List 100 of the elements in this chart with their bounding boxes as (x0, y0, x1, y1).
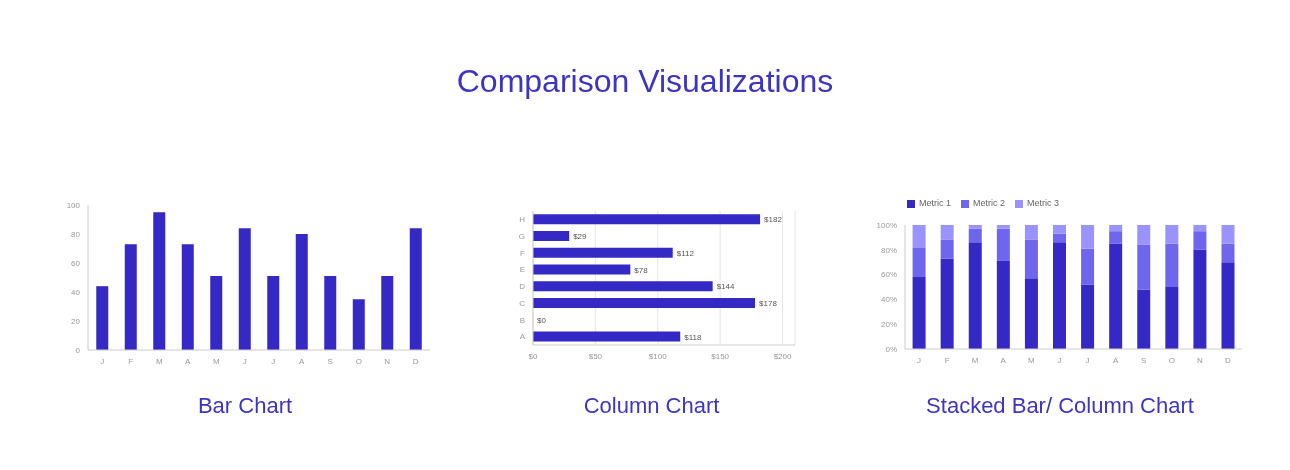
bar (1193, 249, 1207, 349)
y-tick-label: 0 (75, 345, 81, 355)
bar (1137, 289, 1151, 349)
y-tick-label: 60% (880, 270, 897, 280)
bar (533, 247, 673, 258)
bar (1109, 225, 1123, 232)
data-label: $182 (764, 215, 783, 225)
bar (1053, 233, 1066, 243)
x-tick-label: N (384, 356, 391, 366)
text: Stacked Bar/ Column Chart (925, 393, 1195, 419)
bar (940, 225, 954, 240)
y-tick-label: 20% (880, 320, 897, 330)
x-tick-label: M (971, 355, 979, 365)
x-tick-label: S (1141, 355, 1147, 365)
bar (1081, 248, 1095, 285)
y-tick-label: E (519, 265, 525, 275)
data-label: $78 (634, 265, 649, 275)
data-label: $0 (537, 315, 547, 325)
x-tick-label: $0 (528, 351, 538, 361)
x-tick-label: A (1000, 355, 1007, 365)
legend-label: Metric 3 (1027, 198, 1060, 208)
bar (940, 239, 954, 259)
x-tick-label: J (917, 355, 922, 365)
bar (1109, 231, 1123, 244)
y-tick-label: 40% (880, 295, 897, 305)
bar (124, 244, 137, 350)
x-tick-label: $200 (773, 351, 792, 361)
y-tick-label: 80% (880, 245, 897, 255)
bar (912, 247, 926, 278)
y-tick-label: G (518, 231, 525, 241)
bar (533, 298, 756, 309)
y-tick-label: D (519, 282, 526, 292)
data-label: $178 (759, 299, 778, 309)
x-tick-label: J (100, 356, 105, 366)
y-tick-label: 80 (71, 229, 81, 239)
bar (181, 244, 194, 350)
x-tick-label: D (1225, 355, 1232, 365)
bar (1137, 225, 1151, 245)
x-tick-label: J (1085, 355, 1090, 365)
bar (1221, 225, 1235, 244)
bar (533, 331, 681, 342)
x-tick-label: J (1057, 355, 1062, 365)
bar (912, 225, 926, 248)
bar (1024, 225, 1038, 240)
bar (996, 225, 1010, 229)
bar (352, 299, 365, 350)
bar (1193, 225, 1207, 232)
x-tick-label: D (412, 356, 419, 366)
x-tick-label: J (271, 356, 276, 366)
bar (1221, 262, 1235, 349)
bar (1137, 244, 1151, 290)
bar (996, 260, 1010, 349)
data-label: $112 (676, 248, 695, 258)
y-tick-label: A (519, 332, 526, 342)
bar (1053, 225, 1066, 234)
data-label: $118 (684, 332, 702, 342)
x-tick-label: $150 (711, 351, 730, 361)
bar (96, 286, 109, 350)
bar (1109, 243, 1123, 349)
bar (324, 276, 337, 350)
bar (153, 212, 166, 350)
bar (912, 277, 926, 349)
bar (533, 281, 713, 292)
bar (968, 242, 982, 349)
x-tick-label: A (299, 356, 306, 366)
x-tick-label: $50 (588, 351, 603, 361)
bar (1165, 287, 1179, 349)
bar (533, 264, 631, 275)
bar (940, 258, 954, 349)
text: Comparison Visualizations (455, 63, 835, 100)
y-tick-label: C (519, 298, 526, 308)
bar (996, 228, 1010, 261)
x-tick-label: M (1028, 355, 1036, 365)
bar (1221, 243, 1235, 263)
x-tick-label: A (185, 356, 192, 366)
y-tick-label: B (519, 315, 525, 325)
bar (1024, 278, 1038, 349)
x-tick-label: M (155, 356, 163, 366)
x-tick-label: F (944, 355, 950, 365)
bar (409, 228, 422, 350)
bar (968, 228, 982, 243)
bar (381, 276, 394, 350)
text: Column Chart (582, 393, 721, 419)
data-label: $29 (573, 232, 588, 242)
x-tick-label: J (242, 356, 247, 366)
bar (968, 225, 982, 229)
y-tick-label: 20 (71, 316, 81, 326)
x-tick-label: $100 (648, 351, 668, 361)
bar (238, 228, 251, 350)
data-label: $144 (716, 282, 735, 292)
bar (1165, 225, 1179, 244)
y-tick-label: 40 (71, 287, 81, 297)
bar (295, 234, 308, 350)
x-tick-label: N (1196, 355, 1203, 365)
y-tick-label: 60 (71, 258, 81, 268)
bar (1024, 239, 1038, 279)
x-tick-label: M (212, 356, 220, 366)
x-tick-label: F (128, 356, 134, 366)
y-tick-label: H (519, 215, 526, 225)
bar (210, 276, 223, 350)
